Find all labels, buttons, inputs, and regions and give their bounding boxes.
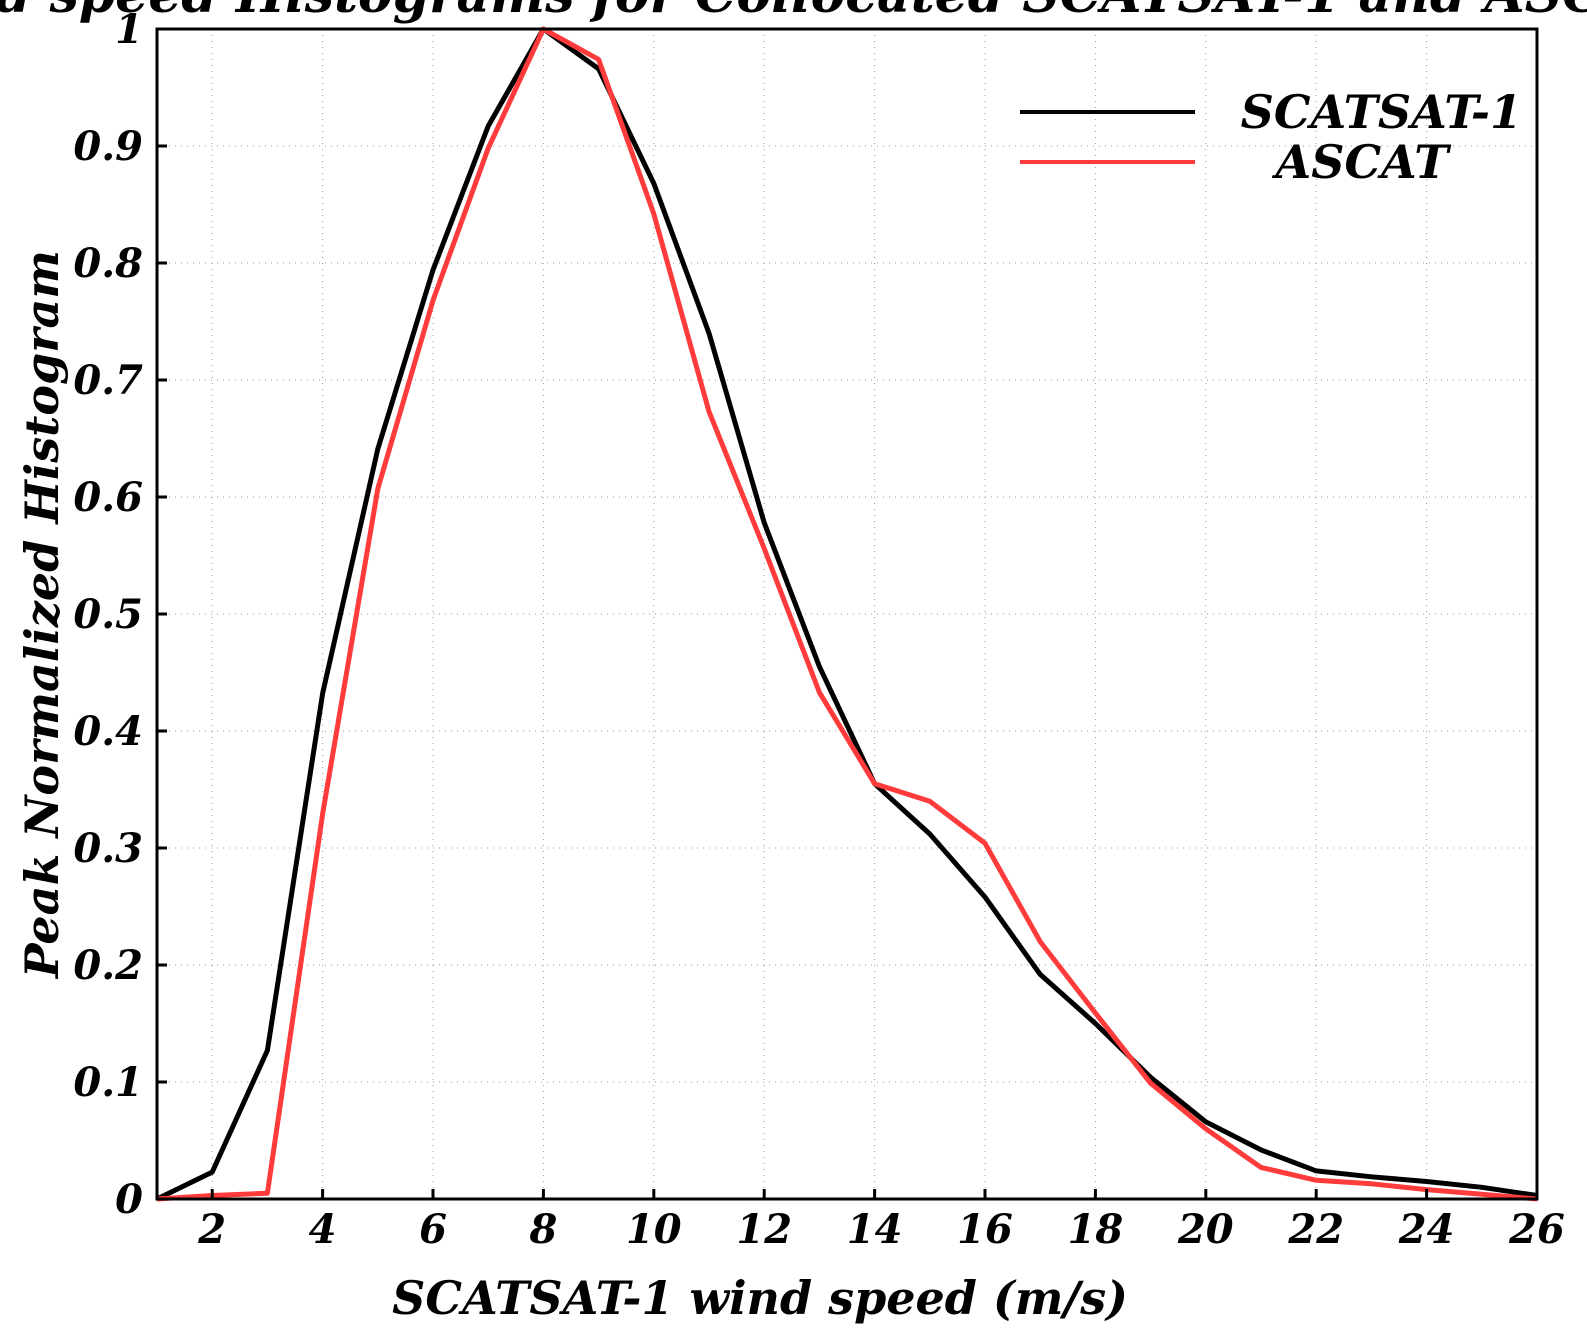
y-tick-label: 0 (115, 1176, 143, 1223)
y-tick-label: 0.8 (73, 240, 143, 287)
y-axis-label: Peak Normalized Histogram (15, 250, 69, 980)
x-tick-label: 24 (1398, 1206, 1455, 1253)
x-tick-label: 4 (309, 1206, 337, 1253)
x-tick-label: 18 (1068, 1206, 1124, 1253)
legend-label: SCATSAT-1 (1241, 85, 1522, 139)
x-tick-label: 22 (1287, 1206, 1344, 1253)
x-tick-label: 10 (626, 1206, 682, 1253)
x-tick-label: 20 (1177, 1206, 1234, 1253)
tick-layer: 2 4 6 8 10 12 14 16 18 20 22 24 2600.10.20.30.40.50.… (73, 6, 1564, 1253)
chart-title: Wind speed Histograms for Collocated SCA… (0, 0, 1587, 25)
x-tick-label: 14 (847, 1206, 903, 1253)
series-layer (155, 26, 1538, 1202)
legend-label: ASCAT (1272, 135, 1453, 189)
x-axis-label: SCATSAT-1 wind speed (m/s) (392, 1271, 1128, 1325)
y-tick-label: 0.6 (73, 474, 143, 521)
y-tick-label: 1 (115, 6, 143, 53)
y-tick-label: 0.4 (73, 708, 143, 755)
x-tick-label: 16 (957, 1206, 1013, 1253)
y-tick-label: 0.5 (73, 591, 143, 638)
y-tick-label: 0.3 (73, 825, 143, 872)
x-tick-label: 2 (197, 1206, 226, 1253)
x-tick-label: 8 (528, 1206, 557, 1253)
y-tick-label: 0.2 (73, 942, 143, 989)
x-tick-label: 6 (419, 1206, 447, 1253)
y-tick-label: 0.9 (73, 123, 143, 170)
x-tick-label: 12 (736, 1206, 792, 1253)
series-line-scatsat-1 (155, 26, 1538, 1202)
y-tick-label: 0.1 (73, 1059, 143, 1106)
grid-layer (157, 28, 1538, 1200)
x-tick-label: 26 (1508, 1206, 1565, 1253)
series-line-ascat (156, 26, 1538, 1202)
y-tick-label: 0.7 (73, 357, 143, 404)
